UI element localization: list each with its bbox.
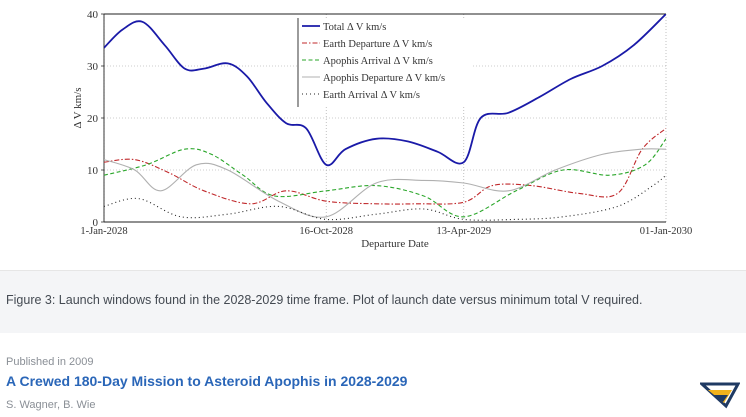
publication-year: Published in 2009 bbox=[6, 356, 94, 368]
legend-entry: Earth Arrival Δ V km/s bbox=[323, 90, 420, 101]
legend-entry: Earth Departure Δ V km/s bbox=[323, 39, 432, 50]
series-line-5 bbox=[104, 174, 666, 221]
figure-panel: 0 10 20 30 40 1-Jan-2028 16-Oct-2028 13-Apr-202… bbox=[72, 9, 693, 250]
y-tick-label: 10 bbox=[87, 165, 99, 177]
paper-authors: S. Wagner, B. Wie bbox=[6, 399, 96, 411]
x-tick-label: 01-Jan-2030 bbox=[640, 226, 693, 237]
legend-entry: Apophis Departure Δ V km/s bbox=[323, 73, 445, 84]
figure-caption: Figure 3: Launch windows found in the 20… bbox=[6, 293, 643, 307]
x-tick-label: 16-Oct-2028 bbox=[299, 226, 353, 237]
y-tick-label: 40 bbox=[87, 9, 99, 21]
x-tick-label: 13-Apr-2029 bbox=[436, 226, 491, 237]
x-axis-label: Departure Date bbox=[361, 238, 429, 250]
y-tick-label: 30 bbox=[87, 61, 99, 73]
series-line-3 bbox=[104, 138, 666, 218]
semantic-scholar-logo-icon[interactable] bbox=[698, 376, 741, 412]
y-tick-label: 20 bbox=[87, 113, 99, 125]
caption-band: Figure 3: Launch windows found in the 20… bbox=[0, 270, 746, 333]
x-tick-label: 1-Jan-2028 bbox=[80, 226, 127, 237]
legend-entry: Total Δ V km/s bbox=[323, 22, 386, 33]
legend-entry: Apophis Arrival Δ V km/s bbox=[323, 56, 433, 67]
series-line-2 bbox=[104, 127, 666, 205]
series-line-4 bbox=[104, 148, 666, 218]
y-axis-label: Δ V km/s bbox=[72, 87, 84, 128]
paper-title-link[interactable]: A Crewed 180-Day Mission to Asteroid Apo… bbox=[6, 373, 408, 389]
legend-background bbox=[298, 18, 472, 107]
series-line-1 bbox=[104, 14, 666, 167]
y-tick-label: 0 bbox=[93, 217, 99, 229]
launch-window-chart: 0 10 20 30 40 1-Jan-2028 16-Oct-2028 13-Apr-202… bbox=[72, 9, 693, 250]
